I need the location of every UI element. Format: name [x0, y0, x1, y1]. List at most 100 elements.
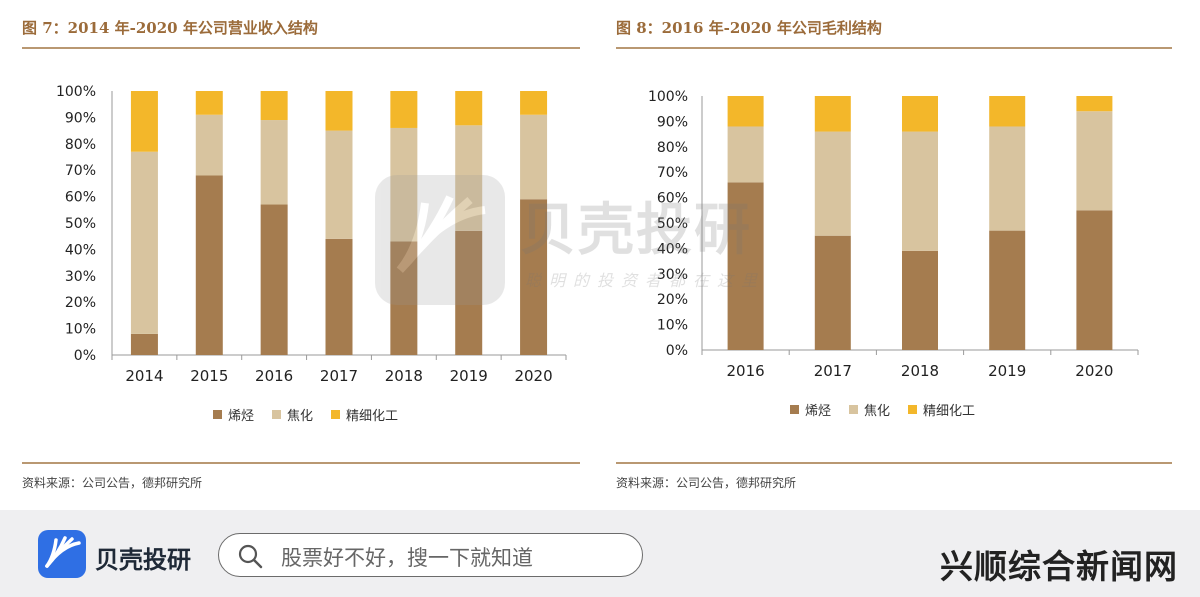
y-tick-label: 90% — [65, 110, 96, 126]
figure-8-top-rule — [616, 47, 1172, 49]
figure-7-chart: 0% 10% 20% 30% 40% 50% 60% 70% 80% 90% 100% 2014 201… — [56, 84, 567, 385]
bar-segment-2018-1 — [390, 127, 418, 242]
bar-segment-2016-0 — [727, 182, 764, 350]
y-tick-label: 40% — [65, 242, 96, 258]
bar-segment-2016-2 — [727, 96, 764, 127]
x-tick-label: 2018 — [385, 367, 423, 385]
figure-8-legend: 烯烃 焦化 精细化工 — [790, 400, 975, 419]
figure-7-source: 资料来源：公司公告，德邦研究所 — [22, 476, 203, 490]
bar-segment-2018-0 — [902, 250, 938, 350]
search-icon — [238, 544, 263, 569]
y-tick-label: 40% — [657, 241, 688, 257]
legend-item-coking: 焦化 — [849, 400, 890, 419]
x-tick-label: 2014 — [125, 367, 163, 385]
y-tick-label: 50% — [657, 216, 688, 232]
bar-segment-2018-1 — [902, 131, 938, 251]
bar-segment-2017-1 — [814, 131, 851, 236]
y-tick-label: 50% — [65, 216, 96, 232]
y-tick-label: 100% — [648, 89, 688, 105]
bar-segment-2018-2 — [390, 91, 418, 128]
bar-segment-2014-0 — [130, 333, 158, 355]
bar-segment-2019-0 — [989, 230, 1026, 350]
x-tick-label: 2017 — [814, 362, 852, 380]
bar-segment-2014-1 — [130, 151, 158, 334]
legend-swatch-olefin — [213, 410, 222, 419]
figure-8-panel: 图 8：2016 年-2020 年公司毛利结构 0% 10% 20% 30% 40% 50… — [600, 0, 1200, 510]
figure-8-bottom-rule — [616, 462, 1172, 464]
y-tick-label: 80% — [657, 140, 688, 156]
y-tick-label: 20% — [657, 292, 688, 308]
x-tick-label: 2016 — [255, 367, 293, 385]
bar-segment-2020-0 — [1076, 210, 1113, 350]
y-tick-label: 10% — [65, 322, 96, 338]
bar-segment-2015-2 — [195, 91, 223, 115]
bar-segment-2018-2 — [902, 96, 938, 132]
bar-segment-2016-0 — [260, 204, 288, 355]
x-tick-label: 2017 — [320, 367, 358, 385]
x-tick-label: 2019 — [450, 367, 488, 385]
y-tick-label: 30% — [657, 267, 688, 283]
bar-segment-2019-0 — [455, 230, 483, 355]
y-tick-label: 60% — [65, 190, 96, 206]
figure-7-title: 图 7：2014 年-2020 年公司营业收入结构 — [22, 19, 318, 37]
legend-label-fine-chem: 精细化工 — [346, 409, 399, 424]
legend-swatch-coking — [849, 405, 859, 414]
legend-label-coking: 焦化 — [864, 404, 891, 419]
bar-segment-2015-1 — [195, 114, 223, 176]
search-placeholder: 股票好不好，搜一下就知道 — [281, 546, 533, 570]
figure-7-panel: 图 7：2014 年-2020 年公司营业收入结构 0% 10% 20% 30% 40%… — [0, 0, 600, 510]
y-tick-label: 70% — [65, 163, 96, 179]
bar-segment-2020-1 — [520, 114, 548, 200]
figure-8-title: 图 8：2016 年-2020 年公司毛利结构 — [616, 19, 882, 37]
y-tick-label: 100% — [56, 84, 96, 100]
bar-segment-2017-0 — [814, 235, 851, 350]
x-tick-label: 2020 — [514, 367, 552, 385]
bar-segment-2016-2 — [260, 91, 288, 121]
legend-label-fine-chem: 精细化工 — [923, 404, 976, 419]
legend-item-olefin: 烯烃 — [790, 400, 831, 419]
y-tick-label: 70% — [657, 165, 688, 181]
legend-label-olefin: 烯烃 — [228, 409, 255, 424]
x-tick-label: 2020 — [1075, 362, 1113, 380]
legend-item-coking: 焦化 — [272, 405, 313, 424]
y-tick-label: 30% — [65, 269, 96, 285]
bar-segment-2020-1 — [1076, 111, 1113, 211]
bar-segment-2019-2 — [989, 96, 1026, 127]
app-name[interactable]: 贝壳投研 — [95, 546, 191, 574]
legend-item-olefin: 烯烃 — [213, 405, 254, 424]
figure-7-top-rule — [22, 47, 580, 49]
bar-segment-2017-0 — [325, 238, 353, 355]
bar-segment-2019-2 — [455, 91, 483, 126]
site-watermark: 兴顺综合新闻网 — [940, 547, 1178, 586]
y-tick-label: 0% — [666, 343, 688, 359]
footer-bar: 贝壳投研 股票好不好，搜一下就知道 兴顺综合新闻网 — [0, 510, 1200, 597]
bar-segment-2017-2 — [814, 96, 851, 132]
bar-segment-2020-2 — [520, 91, 548, 115]
figure-7-legend: 烯烃 焦化 精细化工 — [213, 405, 398, 424]
y-tick-label: 10% — [657, 318, 688, 334]
legend-swatch-coking — [272, 410, 282, 419]
y-tick-label: 60% — [657, 191, 688, 207]
bar-segment-2017-1 — [325, 130, 353, 239]
search-input[interactable]: 股票好不好，搜一下就知道 — [218, 533, 643, 577]
bar-segment-2014-2 — [130, 91, 158, 152]
x-tick-label: 2015 — [190, 367, 228, 385]
bar-segment-2020-2 — [1076, 96, 1113, 112]
y-tick-label: 90% — [657, 114, 688, 130]
x-tick-label: 2016 — [727, 362, 765, 380]
bar-segment-2015-0 — [195, 175, 223, 355]
figure-7-bottom-rule — [22, 462, 580, 464]
figure-8-chart: 0% 10% 20% 30% 40% 50% 60% 70% 80% 90% 100% 2016 201… — [648, 89, 1139, 380]
bar-segment-2016-1 — [260, 120, 288, 205]
y-tick-label: 80% — [65, 137, 96, 153]
bar-segment-2019-1 — [989, 126, 1026, 231]
bar-segment-2017-2 — [325, 91, 353, 131]
legend-label-coking: 焦化 — [287, 409, 314, 424]
bar-segment-2020-0 — [520, 199, 548, 355]
legend-swatch-fine-chem — [908, 405, 918, 414]
x-tick-label: 2018 — [901, 362, 939, 380]
y-tick-label: 0% — [74, 348, 96, 364]
legend-swatch-olefin — [790, 405, 799, 414]
app-logo-icon[interactable] — [38, 530, 86, 578]
y-tick-label: 20% — [65, 295, 96, 311]
